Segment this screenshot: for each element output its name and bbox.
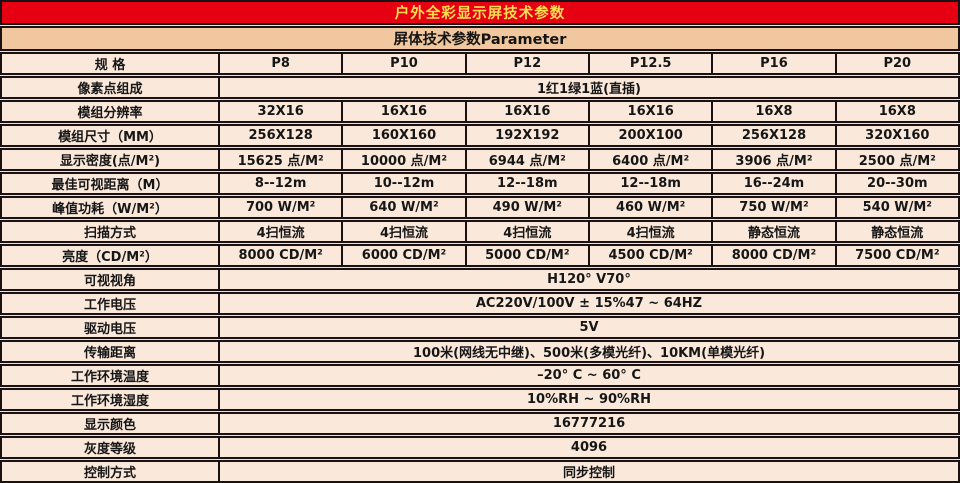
cell-value: 8000 CD/M² bbox=[711, 246, 834, 265]
cell-value: 4扫恒流 bbox=[587, 222, 711, 241]
cell-value: 7500 CD/M² bbox=[834, 246, 958, 265]
row-label: 峰值功耗（W/M²） bbox=[2, 198, 220, 217]
row-pixel-density: 显示密度(点/M²) 15625 点/M² 10000 点/M² 6944 点/… bbox=[0, 148, 960, 171]
row-label: 工作电压 bbox=[2, 294, 220, 313]
cell-value: 15625 点/M² bbox=[237, 154, 324, 169]
row-label: 像素点组成 bbox=[2, 78, 220, 97]
row-value: –20° C ~ 60° C bbox=[537, 368, 641, 383]
row-drive-voltage: 驱动电压 5V bbox=[0, 316, 960, 339]
cell-value: 640 W/M² bbox=[341, 198, 464, 217]
page-subtitle: 屏体技术参数Parameter bbox=[393, 32, 567, 48]
page-title: 户外全彩显示屏技术参数 bbox=[394, 6, 566, 22]
cell-value: 32X16 bbox=[257, 104, 304, 119]
row-value: 5V bbox=[579, 320, 599, 335]
cell-value: 490 W/M² bbox=[464, 198, 588, 217]
cell-value: 8--12m bbox=[254, 176, 307, 191]
row-label: 可视视角 bbox=[2, 270, 220, 289]
row-working-temperature: 工作环境温度 –20° C ~ 60° C bbox=[0, 364, 960, 387]
row-value: H120° V70° bbox=[547, 272, 631, 287]
cell-value: 460 W/M² bbox=[587, 198, 711, 217]
cell-value: 16X8 bbox=[711, 102, 834, 121]
cell-value: 256X128 bbox=[248, 128, 313, 143]
col-header-p8: P8 bbox=[271, 56, 290, 71]
cell-value: 4扫恒流 bbox=[256, 226, 305, 241]
cell-value: 4500 CD/M² bbox=[587, 246, 711, 265]
col-header-p12: P12 bbox=[464, 54, 588, 73]
row-value: 16777216 bbox=[552, 416, 626, 431]
subtitle-bar: 屏体技术参数Parameter bbox=[0, 26, 960, 51]
cell-value: 5000 CD/M² bbox=[464, 246, 588, 265]
col-header-p12-5: P12.5 bbox=[587, 54, 711, 73]
cell-value: 静态恒流 bbox=[834, 222, 958, 241]
row-module-resolution: 模组分辨率 32X16 16X16 16X16 16X16 16X8 16X8 bbox=[0, 100, 960, 123]
cell-value: 192X192 bbox=[464, 126, 588, 145]
row-value: 1红1绿1蓝(直插) bbox=[536, 82, 642, 97]
cell-value: 6944 点/M² bbox=[464, 150, 588, 169]
cell-value: 200X100 bbox=[587, 126, 711, 145]
row-label: 模组分辨率 bbox=[2, 102, 220, 121]
row-label: 工作环境湿度 bbox=[2, 390, 220, 409]
title-bar: 户外全彩显示屏技术参数 bbox=[0, 0, 960, 25]
cell-value: 16X8 bbox=[834, 102, 958, 121]
row-label: 驱动电压 bbox=[2, 318, 220, 337]
row-brightness: 亮度（CD/M²） 8000 CD/M² 6000 CD/M² 5000 CD/… bbox=[0, 244, 960, 267]
cell-value: 12--18m bbox=[587, 174, 711, 193]
cell-value: 320X160 bbox=[834, 126, 958, 145]
row-value: 10%RH ~ 90%RH bbox=[527, 392, 651, 407]
cell-value: 256X128 bbox=[711, 126, 834, 145]
cell-value: 10000 点/M² bbox=[341, 150, 464, 169]
cell-value: 4扫恒流 bbox=[341, 222, 464, 241]
row-label: 亮度（CD/M²） bbox=[2, 246, 220, 265]
cell-value: 2500 点/M² bbox=[834, 150, 958, 169]
cell-value: 12--18m bbox=[464, 174, 588, 193]
cell-value: 静态恒流 bbox=[711, 222, 834, 241]
row-label: 扫描方式 bbox=[2, 222, 220, 241]
cell-value: 160X160 bbox=[341, 126, 464, 145]
cell-value: 16X16 bbox=[587, 102, 711, 121]
row-module-size: 模组尺寸（MM） 256X128 160X160 192X192 200X100… bbox=[0, 124, 960, 147]
cell-value: 16X16 bbox=[464, 102, 588, 121]
cell-value: 16X16 bbox=[341, 102, 464, 121]
cell-value: 10--12m bbox=[341, 174, 464, 193]
row-control-mode: 控制方式 同步控制 bbox=[0, 460, 960, 483]
row-working-voltage: 工作电压 AC220V/100V ± 15%47 ~ 64HZ bbox=[0, 292, 960, 315]
row-label: 显示颜色 bbox=[2, 414, 220, 433]
row-transmission-distance: 传输距离 100米(网线无中继)、500米(多模光纤)、10KM(单模光纤) bbox=[0, 340, 960, 363]
row-viewing-angle: 可视视角 H120° V70° bbox=[0, 268, 960, 291]
col-header-p16: P16 bbox=[711, 54, 834, 73]
cell-value: 6000 CD/M² bbox=[341, 246, 464, 265]
cell-value: 16--24m bbox=[711, 174, 834, 193]
row-scan-mode: 扫描方式 4扫恒流 4扫恒流 4扫恒流 4扫恒流 静态恒流 静态恒流 bbox=[0, 220, 960, 243]
row-display-colors: 显示颜色 16777216 bbox=[0, 412, 960, 435]
cell-value: 8000 CD/M² bbox=[238, 248, 323, 263]
cell-value: 750 W/M² bbox=[711, 198, 834, 217]
row-label: 显示密度(点/M²) bbox=[2, 150, 220, 169]
header-spec-label: 规 格 bbox=[2, 54, 220, 73]
col-header-p20: P20 bbox=[834, 54, 958, 73]
row-value: 100米(网线无中继)、500米(多模光纤)、10KM(单模光纤) bbox=[412, 346, 766, 361]
row-pixel-composition: 像素点组成 1红1绿1蓝(直插) bbox=[0, 76, 960, 99]
cell-value: 20--30m bbox=[834, 174, 958, 193]
row-label: 工作环境温度 bbox=[2, 366, 220, 385]
header-row: 规 格 P8 P10 P12 P12.5 P16 P20 bbox=[0, 52, 960, 75]
row-label: 模组尺寸（MM） bbox=[2, 126, 220, 145]
row-value: 同步控制 bbox=[562, 466, 615, 481]
row-label: 最佳可视距离（M） bbox=[2, 174, 220, 193]
cell-value: 540 W/M² bbox=[834, 198, 958, 217]
row-best-viewing-distance: 最佳可视距离（M） 8--12m 10--12m 12--18m 12--18m… bbox=[0, 172, 960, 195]
cell-value: 700 W/M² bbox=[245, 200, 316, 215]
row-label: 控制方式 bbox=[2, 462, 220, 481]
cell-value: 3906 点/M² bbox=[711, 150, 834, 169]
row-value: AC220V/100V ± 15%47 ~ 64HZ bbox=[475, 296, 703, 311]
row-working-humidity: 工作环境湿度 10%RH ~ 90%RH bbox=[0, 388, 960, 411]
cell-value: 6400 点/M² bbox=[587, 150, 711, 169]
row-label: 传输距离 bbox=[2, 342, 220, 361]
col-header-p10: P10 bbox=[341, 54, 464, 73]
cell-value: 4扫恒流 bbox=[464, 222, 588, 241]
row-peak-power: 峰值功耗（W/M²） 700 W/M² 640 W/M² 490 W/M² 46… bbox=[0, 196, 960, 219]
